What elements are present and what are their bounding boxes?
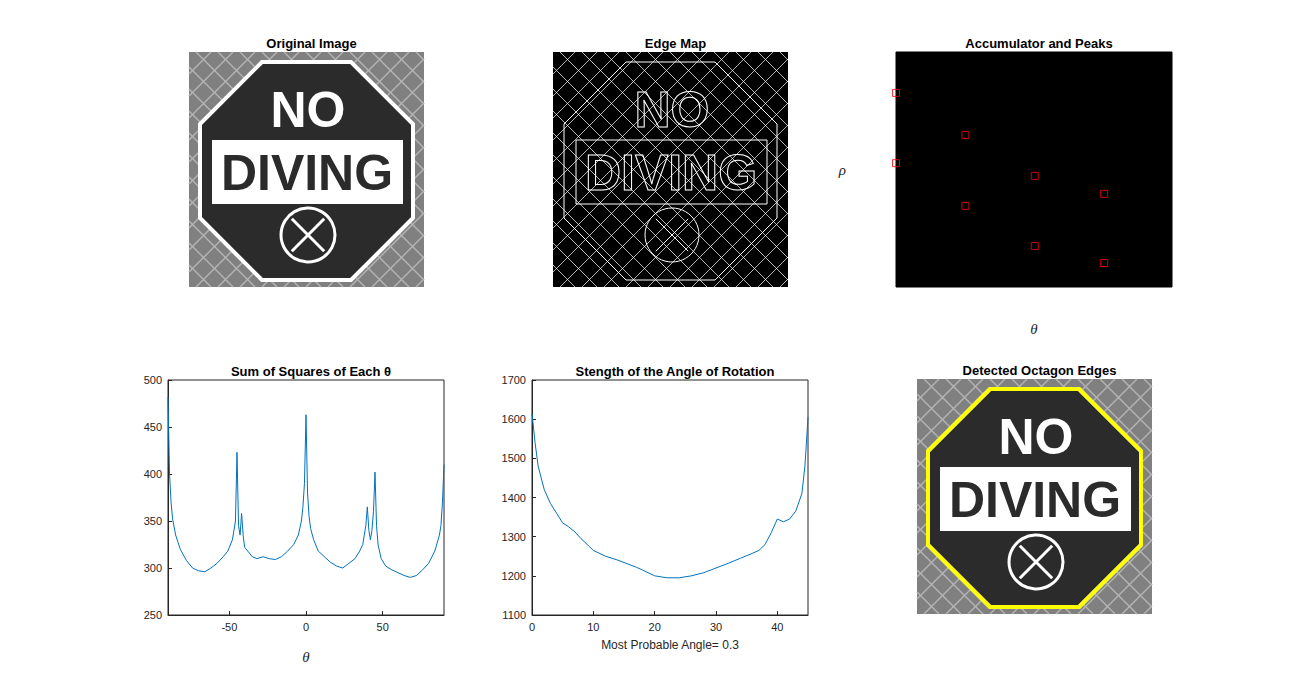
svg-text:350: 350 bbox=[144, 515, 162, 527]
svg-text:40: 40 bbox=[771, 621, 783, 633]
svg-text:ρ: ρ bbox=[838, 162, 846, 178]
svg-text:500: 500 bbox=[144, 374, 162, 386]
svg-text:1500: 1500 bbox=[502, 452, 526, 464]
svg-text:30: 30 bbox=[710, 621, 722, 633]
svg-text:Edge Map: Edge Map bbox=[645, 36, 706, 51]
svg-text:DIVING: DIVING bbox=[949, 472, 1121, 528]
svg-text:1300: 1300 bbox=[502, 531, 526, 543]
svg-text:Sum of Squares of Each θ: Sum of Squares of Each θ bbox=[231, 364, 391, 379]
svg-text:450: 450 bbox=[144, 421, 162, 433]
svg-text:DIVING: DIVING bbox=[585, 145, 757, 201]
svg-text:θ: θ bbox=[1030, 321, 1038, 337]
svg-text:1200: 1200 bbox=[502, 570, 526, 582]
svg-text:NO: NO bbox=[271, 82, 346, 138]
svg-text:20: 20 bbox=[649, 621, 661, 633]
svg-text:θ: θ bbox=[302, 649, 310, 665]
svg-text:Stength of the Angle of Rotati: Stength of the Angle of Rotation bbox=[576, 364, 775, 379]
svg-text:Detected Octagon Edges: Detected Octagon Edges bbox=[963, 363, 1117, 378]
svg-text:NO: NO bbox=[635, 82, 710, 138]
svg-text:400: 400 bbox=[144, 468, 162, 480]
svg-text:1100: 1100 bbox=[502, 609, 526, 621]
svg-text:1400: 1400 bbox=[502, 492, 526, 504]
svg-text:NO: NO bbox=[999, 409, 1074, 465]
svg-text:300: 300 bbox=[144, 562, 162, 574]
svg-text:Most Probable Angle= 0.3: Most Probable Angle= 0.3 bbox=[601, 638, 739, 652]
svg-text:0: 0 bbox=[303, 621, 309, 633]
svg-text:Original Image: Original Image bbox=[266, 36, 356, 51]
svg-text:0: 0 bbox=[529, 621, 535, 633]
svg-text:250: 250 bbox=[144, 609, 162, 621]
svg-text:DIVING: DIVING bbox=[221, 145, 393, 201]
svg-text:Accumulator and Peaks: Accumulator and Peaks bbox=[965, 36, 1112, 51]
svg-text:10: 10 bbox=[587, 621, 599, 633]
svg-text:50: 50 bbox=[377, 621, 389, 633]
svg-text:1700: 1700 bbox=[502, 374, 526, 386]
svg-text:-50: -50 bbox=[221, 621, 237, 633]
svg-text:1600: 1600 bbox=[502, 413, 526, 425]
